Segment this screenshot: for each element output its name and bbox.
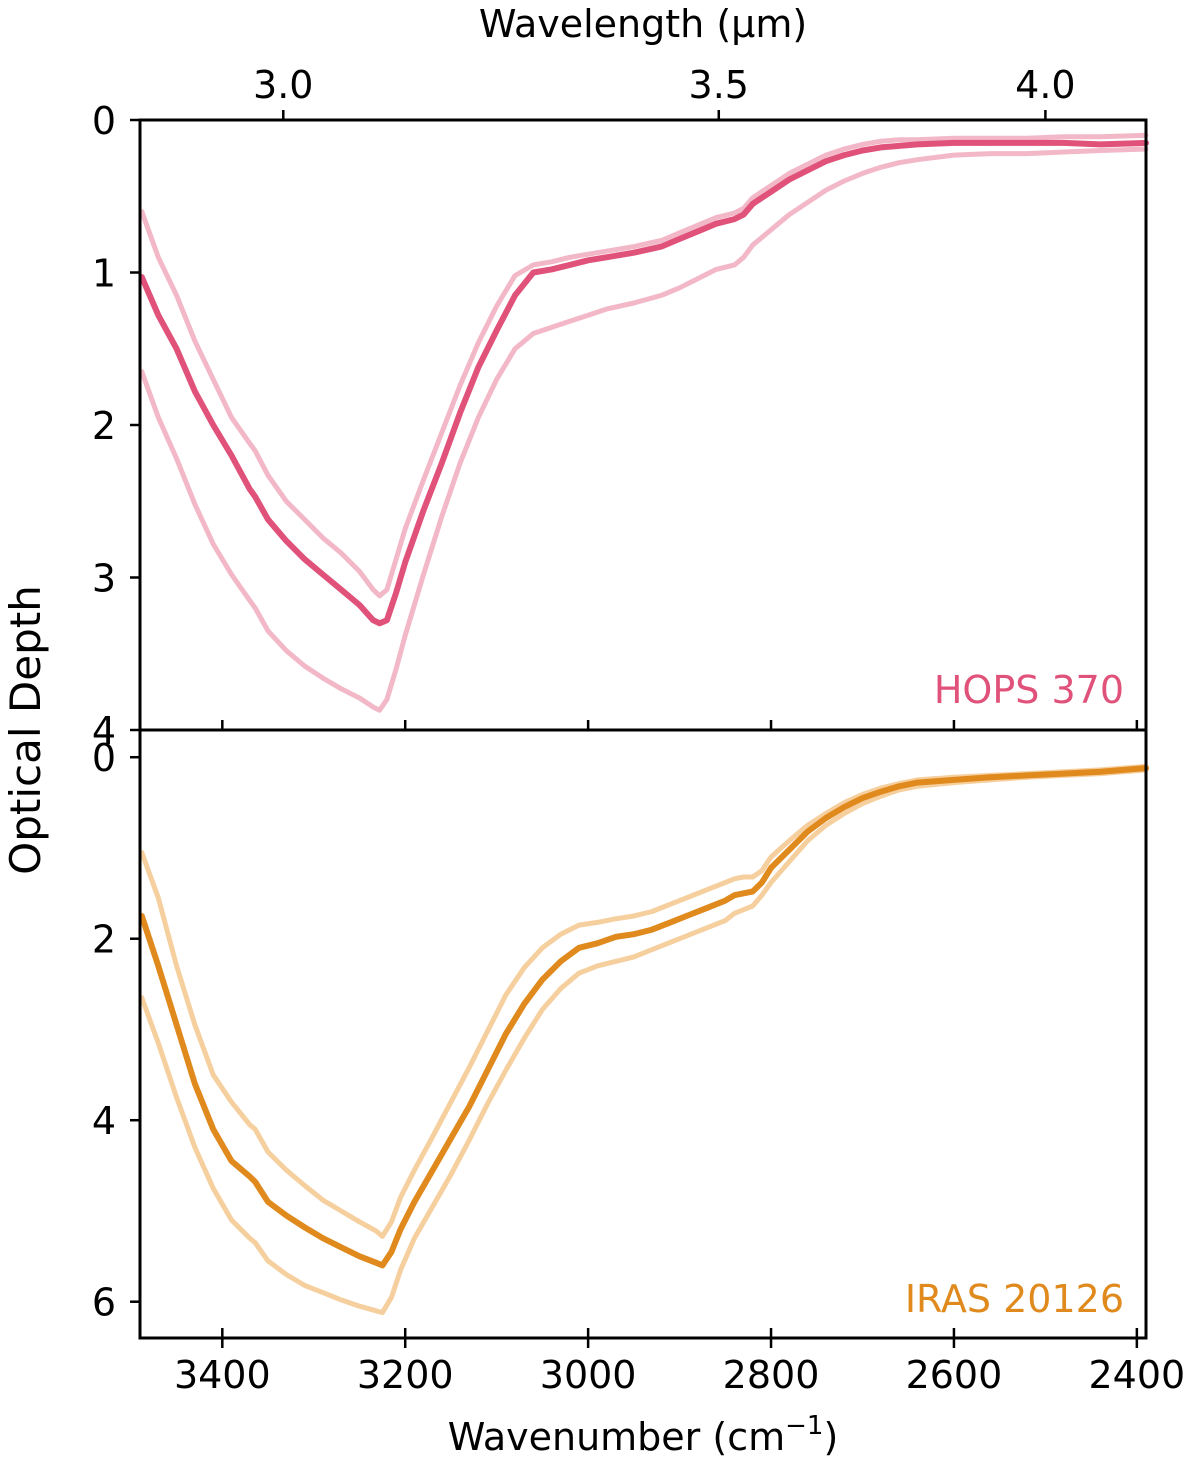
hops-370-y-tick-label: 1 — [92, 252, 116, 296]
bottom-series-layer — [138, 763, 1149, 1316]
iras-20126-y-tick-label: 0 — [92, 736, 116, 780]
top-axis-label: Wavelength (µm) — [479, 2, 807, 46]
x-tick-label-wavenumber: 2800 — [723, 1353, 820, 1397]
wavelength-tick-label: 3.0 — [253, 63, 313, 107]
iras-20126-upper-line — [139, 763, 1149, 1239]
hops-370-y-tick-label: 4 — [92, 709, 116, 753]
iras-20126-y-tick-label: 4 — [92, 1099, 116, 1143]
x-tick-label-wavenumber: 2600 — [906, 1353, 1003, 1397]
hops-370-y-tick-label: 0 — [92, 99, 116, 143]
bottom-tick-layer: 0 2 4 6 3400 3200 3000 2800 2600 2400 — [92, 736, 1185, 1397]
bottom-axis-label-close: ) — [823, 1415, 838, 1459]
x-tick-label-wavenumber: 3200 — [357, 1353, 454, 1397]
bottom-axis-label-text: Wavenumber (cm — [448, 1415, 785, 1459]
iras-20126-y-tick-label: 2 — [92, 918, 116, 962]
bottom-axis-label: Wavenumber (cm−1) — [448, 1411, 839, 1459]
x-tick-label-wavenumber: 3400 — [174, 1353, 271, 1397]
top-tick-layer: 0 1 2 3 4 3.0 3.5 4.0 — [92, 63, 1139, 753]
x-tick-label-wavenumber: 3000 — [540, 1353, 637, 1397]
iras-20126-main-line — [138, 765, 1149, 1269]
iras-20126-lower-line — [139, 767, 1149, 1316]
hops-370-y-tick-label: 2 — [92, 404, 116, 448]
top-panel-frame — [138, 118, 1148, 732]
hops-370-y-tick-label: 3 — [92, 557, 116, 601]
bottom-axis-label-superscript: −1 — [785, 1411, 823, 1441]
hops-370-main-line — [138, 139, 1149, 627]
x-tick-label-wavenumber: 2400 — [1088, 1353, 1185, 1397]
iras-20126-y-tick-label: 6 — [92, 1281, 116, 1325]
bottom-panel-frame — [138, 728, 1148, 1340]
panel-bottom-iras-20126: 0 2 4 6 3400 3200 3000 2800 2600 2400 IRAS 20126 — [92, 728, 1185, 1397]
panel-top-hops-370: 0 1 2 3 4 3.0 3.5 4.0 HOPS 370 — [92, 63, 1149, 753]
top-series-layer — [138, 132, 1149, 713]
iras-20126-annotation: IRAS 20126 — [905, 1277, 1124, 1321]
hops-370-annotation: HOPS 370 — [934, 668, 1124, 712]
wavelength-tick-label: 3.5 — [689, 63, 749, 107]
hops-370-lower-line — [139, 146, 1149, 713]
wavelength-tick-label: 4.0 — [1015, 63, 1075, 107]
hops-370-upper-line — [139, 132, 1149, 599]
optical-depth-label: Optical Depth — [1, 585, 50, 875]
